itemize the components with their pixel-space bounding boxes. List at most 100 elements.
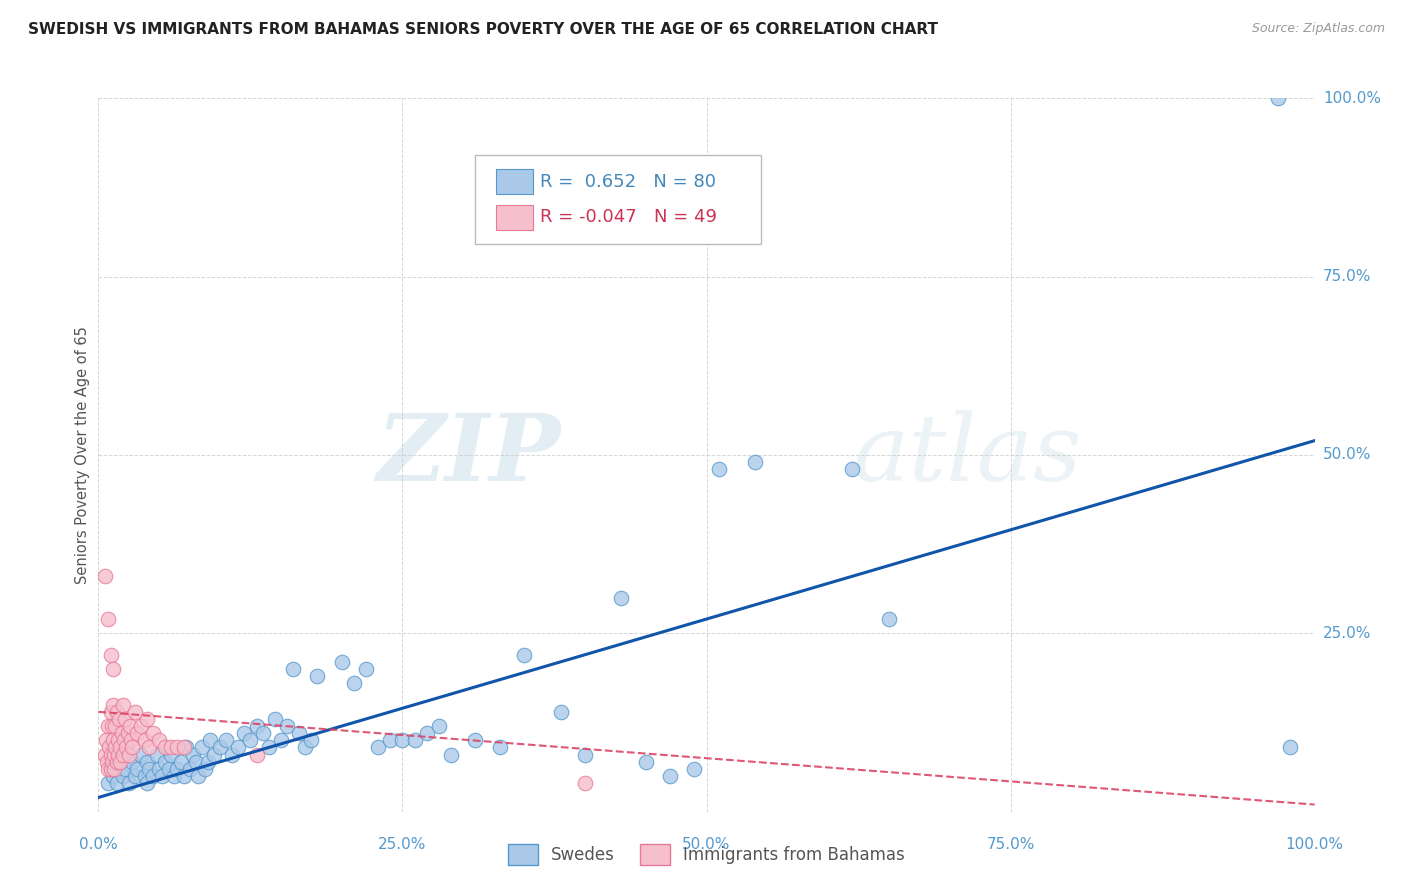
Point (97, 719, 120, 733)
Point (281, 662, 304, 676)
Point (108, 712, 131, 726)
Point (118, 719, 141, 733)
Point (513, 648, 536, 662)
Point (136, 755, 159, 769)
Y-axis label: Seniors Poverty Over the Age of 65: Seniors Poverty Over the Age of 65 (75, 326, 90, 584)
Point (574, 747, 596, 762)
Legend: Swedes, Immigrants from Bahamas: Swedes, Immigrants from Bahamas (501, 838, 912, 871)
Text: 0.0%: 0.0% (79, 837, 118, 852)
Point (215, 733, 238, 747)
Point (416, 726, 439, 740)
Point (194, 762, 217, 776)
Point (121, 755, 143, 769)
Point (142, 726, 165, 740)
Point (440, 747, 463, 762)
Point (93, 747, 115, 762)
Point (170, 755, 193, 769)
Point (233, 726, 256, 740)
Point (263, 712, 285, 726)
Point (354, 662, 377, 676)
Point (111, 769, 134, 783)
Point (252, 726, 274, 740)
Point (270, 733, 292, 747)
Point (115, 740, 138, 755)
Point (634, 755, 657, 769)
Point (100, 762, 122, 776)
Point (157, 762, 180, 776)
Text: Source: ZipAtlas.com: Source: ZipAtlas.com (1251, 22, 1385, 36)
Point (101, 698, 124, 712)
Point (173, 740, 195, 755)
Point (610, 591, 633, 605)
Text: atlas: atlas (852, 410, 1083, 500)
Point (111, 747, 134, 762)
Point (257, 740, 280, 755)
Point (100, 705, 122, 719)
Point (101, 662, 124, 676)
Point (110, 740, 132, 755)
Point (148, 762, 170, 776)
Point (574, 776, 596, 790)
Point (707, 462, 730, 476)
Point (112, 733, 135, 747)
Point (187, 769, 209, 783)
Text: 50.0%: 50.0% (1323, 448, 1371, 462)
Point (427, 719, 450, 733)
Point (96, 755, 118, 769)
Point (142, 769, 165, 783)
Point (124, 769, 146, 783)
Point (110, 755, 132, 769)
Point (101, 769, 124, 783)
Point (138, 762, 160, 776)
Point (488, 740, 510, 755)
Bar (496, 169, 533, 194)
Point (1267, 91, 1289, 105)
Point (117, 726, 139, 740)
Point (166, 762, 188, 776)
Point (184, 755, 207, 769)
Point (105, 755, 128, 769)
Point (202, 747, 225, 762)
Point (110, 726, 132, 740)
Point (367, 740, 389, 755)
Point (330, 655, 353, 669)
Point (124, 705, 146, 719)
Point (105, 705, 128, 719)
FancyBboxPatch shape (475, 155, 761, 244)
Point (299, 733, 322, 747)
Text: 25.0%: 25.0% (1323, 626, 1371, 640)
Point (683, 762, 706, 776)
Point (136, 712, 159, 726)
Point (104, 719, 127, 733)
Point (380, 733, 402, 747)
Point (181, 747, 204, 762)
Point (197, 755, 219, 769)
Point (107, 733, 129, 747)
Text: R =  0.652   N = 80: R = 0.652 N = 80 (540, 173, 716, 191)
Point (114, 762, 136, 776)
Point (138, 740, 160, 755)
Point (127, 762, 149, 776)
Point (276, 719, 298, 733)
Point (221, 747, 243, 762)
Bar (496, 205, 533, 230)
Point (200, 733, 222, 747)
Point (245, 719, 267, 733)
Point (105, 776, 128, 790)
Point (155, 755, 177, 769)
Point (120, 733, 142, 747)
Point (307, 669, 329, 683)
Point (101, 755, 124, 769)
Text: 50.0%: 50.0% (682, 837, 731, 852)
Point (97, 612, 120, 626)
Point (114, 712, 136, 726)
Text: R = -0.047   N = 49: R = -0.047 N = 49 (540, 209, 717, 227)
Text: 100.0%: 100.0% (1285, 837, 1344, 852)
Text: 25.0%: 25.0% (378, 837, 426, 852)
Point (110, 755, 132, 769)
Point (659, 769, 682, 783)
Point (150, 769, 173, 783)
Point (129, 719, 152, 733)
Point (550, 705, 572, 719)
Point (104, 740, 127, 755)
